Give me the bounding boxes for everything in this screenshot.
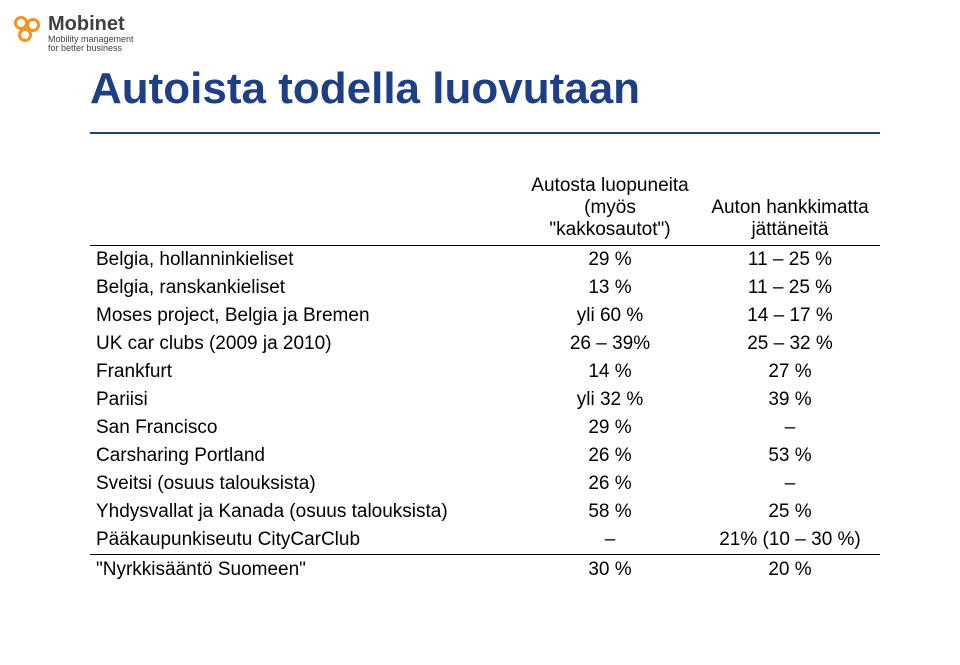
row-value-2: 20 % [700, 555, 880, 585]
row-label: UK car clubs (2009 ja 2010) [90, 330, 520, 358]
row-value-2: – [700, 414, 880, 442]
table-row: Belgia, hollanninkieliset29 %11 – 25 % [90, 246, 880, 275]
row-value-2: 11 – 25 % [700, 274, 880, 302]
row-label: Carsharing Portland [90, 442, 520, 470]
col-header-2: Auton hankkimatta jättäneitä [700, 172, 880, 246]
row-label: Moses project, Belgia ja Bremen [90, 302, 520, 330]
table-row: San Francisco29 %– [90, 414, 880, 442]
row-label: Frankfurt [90, 358, 520, 386]
logo-text-block: Mobinet Mobility management for better b… [48, 14, 134, 54]
col-header-1: Autosta luopuneita (myös "kakkosautot") [520, 172, 700, 246]
row-label: Yhdysvallat ja Kanada (osuus talouksista… [90, 498, 520, 526]
row-label: Pariisi [90, 386, 520, 414]
row-label: Belgia, ranskankieliset [90, 274, 520, 302]
table-row: Yhdysvallat ja Kanada (osuus talouksista… [90, 498, 880, 526]
table-row: Carsharing Portland26 %53 % [90, 442, 880, 470]
row-value-2: 25 % [700, 498, 880, 526]
row-value-2: 25 – 32 % [700, 330, 880, 358]
title-underline [90, 132, 880, 134]
brand-logo: Mobinet Mobility management for better b… [14, 14, 134, 54]
row-value-1: 26 % [520, 470, 700, 498]
logo-brand-name: Mobinet [48, 14, 134, 35]
row-value-2: 11 – 25 % [700, 246, 880, 275]
row-value-2: 39 % [700, 386, 880, 414]
row-value-2: 27 % [700, 358, 880, 386]
data-table: Autosta luopuneita (myös "kakkosautot") … [90, 172, 880, 584]
table-row: UK car clubs (2009 ja 2010)26 – 39%25 – … [90, 330, 880, 358]
row-value-1: 26 – 39% [520, 330, 700, 358]
logo-tagline-2: for better business [48, 44, 134, 53]
row-value-1: yli 32 % [520, 386, 700, 414]
row-value-1: yli 60 % [520, 302, 700, 330]
row-value-2: 53 % [700, 442, 880, 470]
table-row: Pääkaupunkiseutu CityCarClub–21% (10 – 3… [90, 526, 880, 555]
row-value-1: 58 % [520, 498, 700, 526]
row-value-1: 30 % [520, 555, 700, 585]
row-value-1: 29 % [520, 414, 700, 442]
col-header-empty [90, 172, 520, 246]
table-body: Belgia, hollanninkieliset29 %11 – 25 %Be… [90, 246, 880, 585]
row-label: San Francisco [90, 414, 520, 442]
page-title: Autoista todella luovutaan [90, 64, 640, 114]
row-value-1: 13 % [520, 274, 700, 302]
table-row: Moses project, Belgia ja Bremenyli 60 %1… [90, 302, 880, 330]
row-value-1: – [520, 526, 700, 555]
row-value-1: 29 % [520, 246, 700, 275]
row-value-2: – [700, 470, 880, 498]
table-row: Pariisiyli 32 %39 % [90, 386, 880, 414]
slide-page: Mobinet Mobility management for better b… [0, 0, 960, 665]
logo-mark-icon [14, 16, 42, 44]
row-value-2: 14 – 17 % [700, 302, 880, 330]
data-table-container: Autosta luopuneita (myös "kakkosautot") … [90, 172, 880, 584]
row-value-2: 21% (10 – 30 %) [700, 526, 880, 555]
table-row: Sveitsi (osuus talouksista)26 %– [90, 470, 880, 498]
row-label: "Nyrkkisääntö Suomeen" [90, 555, 520, 585]
row-label: Sveitsi (osuus talouksista) [90, 470, 520, 498]
table-row: Frankfurt14 %27 % [90, 358, 880, 386]
table-row: Belgia, ranskankieliset13 %11 – 25 % [90, 274, 880, 302]
row-label: Pääkaupunkiseutu CityCarClub [90, 526, 520, 555]
row-value-1: 14 % [520, 358, 700, 386]
row-value-1: 26 % [520, 442, 700, 470]
logo-circle-3 [18, 28, 32, 42]
table-row: "Nyrkkisääntö Suomeen"30 %20 % [90, 555, 880, 585]
table-header: Autosta luopuneita (myös "kakkosautot") … [90, 172, 880, 246]
row-label: Belgia, hollanninkieliset [90, 246, 520, 275]
